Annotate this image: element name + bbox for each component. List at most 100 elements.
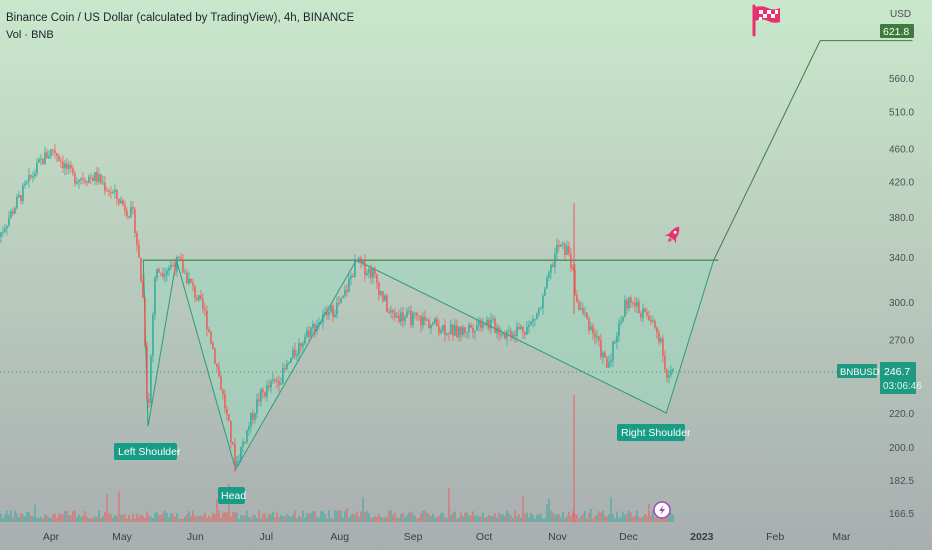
candle-body — [176, 256, 178, 272]
candle-body — [516, 327, 518, 336]
candle-body — [410, 311, 412, 326]
candle-body — [500, 334, 502, 336]
volume-bar — [582, 513, 584, 522]
volume-bar — [394, 512, 396, 522]
volume-bar — [630, 512, 632, 522]
candle-body — [276, 380, 278, 382]
volume-bar — [512, 517, 514, 522]
price-axis-unit: USD — [890, 9, 911, 20]
volume-bar — [412, 513, 414, 522]
volume-bar — [432, 513, 434, 522]
volume-bar — [590, 508, 592, 522]
candle-body — [250, 413, 252, 427]
last-price-tag: 246.7 03:06:46 — [880, 362, 922, 394]
volume-bar — [266, 517, 268, 522]
candle-body — [8, 217, 10, 226]
volume-bar — [10, 510, 12, 522]
volume-bar — [314, 511, 316, 522]
price-candles — [0, 143, 674, 473]
volume-bar — [130, 518, 132, 522]
candle-body — [322, 313, 324, 323]
candle-body — [226, 408, 228, 414]
time-axis[interactable]: Apr May Jun Jul Aug Sep Oct Nov Dec 2023 Feb Mar — [43, 531, 851, 543]
candle-body — [34, 173, 36, 177]
volume-bar — [190, 516, 192, 522]
candle-body — [174, 265, 176, 272]
price-tick-label: 270.0 — [889, 336, 914, 347]
volume-label: Vol · BNB — [6, 29, 54, 41]
candle-body — [144, 297, 146, 346]
candle-body — [560, 244, 562, 247]
time-tick-label: Mar — [832, 531, 851, 543]
volume-bar — [532, 515, 534, 522]
candle-body — [124, 204, 126, 211]
candle-body — [572, 268, 574, 270]
candle-body — [36, 162, 38, 174]
volume-bar — [398, 518, 400, 522]
candle-body — [278, 381, 280, 385]
volume-bar — [612, 514, 614, 522]
volume-bar — [362, 497, 364, 522]
candle-body — [656, 327, 658, 333]
lightning-icon[interactable] — [653, 501, 671, 519]
volume-bar — [454, 511, 456, 522]
volume-bar — [338, 510, 340, 522]
volume-bar — [626, 513, 628, 522]
candle-body — [252, 413, 254, 420]
candle-body — [480, 320, 482, 329]
candle-body — [564, 243, 566, 255]
candle-body — [142, 281, 144, 298]
candle-body — [504, 332, 506, 339]
candle-body — [488, 319, 490, 329]
target-price-tag: 621.8 — [880, 24, 914, 38]
volume-bar — [92, 517, 94, 522]
candle-body — [86, 181, 88, 184]
volume-bar — [204, 512, 206, 522]
volume-bar — [482, 512, 484, 522]
candle-body — [408, 311, 410, 312]
volume-bar — [534, 518, 536, 522]
volume-bar — [650, 515, 652, 522]
candle-body — [522, 326, 524, 333]
candle-body — [612, 341, 614, 361]
candle-body — [550, 264, 552, 273]
target-price-label: 621.8 — [883, 26, 909, 38]
candle-body — [528, 324, 530, 327]
volume-bar — [242, 515, 244, 522]
candle-body — [76, 182, 78, 184]
candle-body — [332, 305, 334, 317]
candle-body — [300, 343, 302, 347]
volume-bar — [604, 515, 606, 522]
price-axis[interactable]: USD 560.0 510.0 460.0 420.0 380.0 340.0 300.0 2… — [880, 9, 922, 520]
symbol-tag-label: BNBUSD — [840, 367, 880, 378]
volume-bar — [672, 514, 674, 522]
volume-bar — [610, 496, 612, 522]
candle-body — [282, 368, 284, 384]
volume-bar — [342, 517, 344, 522]
volume-bar — [286, 514, 288, 522]
volume-bar — [126, 518, 128, 522]
symbol-tag[interactable]: BNBUSD — [837, 364, 880, 378]
volume-bar — [12, 517, 14, 522]
volume-bar — [620, 516, 622, 522]
candle-body — [362, 260, 364, 263]
candle-body — [416, 312, 418, 316]
volume-bar — [406, 514, 408, 522]
candle-body — [24, 183, 26, 186]
candle-body — [212, 343, 214, 349]
volume-bar — [538, 514, 540, 522]
volume-bar — [184, 516, 186, 522]
candle-body — [598, 336, 600, 341]
candle-body — [570, 253, 572, 269]
volume-bar — [494, 512, 496, 522]
volume-bar — [426, 512, 428, 522]
volume-bar — [578, 518, 580, 522]
volume-bar — [62, 514, 64, 522]
candle-body — [616, 336, 618, 342]
candle-body — [418, 315, 420, 317]
candle-body — [22, 185, 24, 202]
candle-body — [202, 298, 204, 310]
volume-bar — [442, 512, 444, 522]
